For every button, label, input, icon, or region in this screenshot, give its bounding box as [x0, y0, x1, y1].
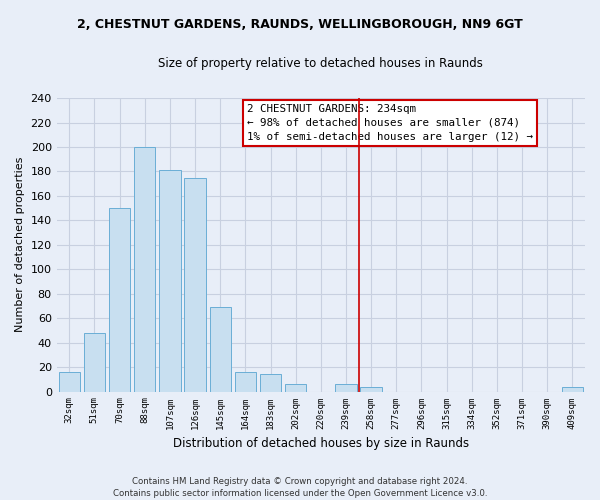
Text: 2 CHESTNUT GARDENS: 234sqm
← 98% of detached houses are smaller (874)
1% of semi: 2 CHESTNUT GARDENS: 234sqm ← 98% of deta…: [247, 104, 533, 142]
Y-axis label: Number of detached properties: Number of detached properties: [15, 157, 25, 332]
Text: 2, CHESTNUT GARDENS, RAUNDS, WELLINGBOROUGH, NN9 6GT: 2, CHESTNUT GARDENS, RAUNDS, WELLINGBORO…: [77, 18, 523, 30]
Bar: [159, 170, 181, 392]
Bar: [109, 208, 130, 392]
Bar: [209, 307, 231, 392]
Bar: [84, 333, 105, 392]
Title: Size of property relative to detached houses in Raunds: Size of property relative to detached ho…: [158, 58, 483, 70]
X-axis label: Distribution of detached houses by size in Raunds: Distribution of detached houses by size …: [173, 437, 469, 450]
Bar: [335, 384, 356, 392]
Bar: [134, 147, 155, 392]
Bar: [184, 178, 206, 392]
Bar: [285, 384, 307, 392]
Bar: [59, 372, 80, 392]
Bar: [562, 386, 583, 392]
Bar: [361, 386, 382, 392]
Text: Contains HM Land Registry data © Crown copyright and database right 2024.
Contai: Contains HM Land Registry data © Crown c…: [113, 476, 487, 498]
Bar: [260, 374, 281, 392]
Bar: [235, 372, 256, 392]
